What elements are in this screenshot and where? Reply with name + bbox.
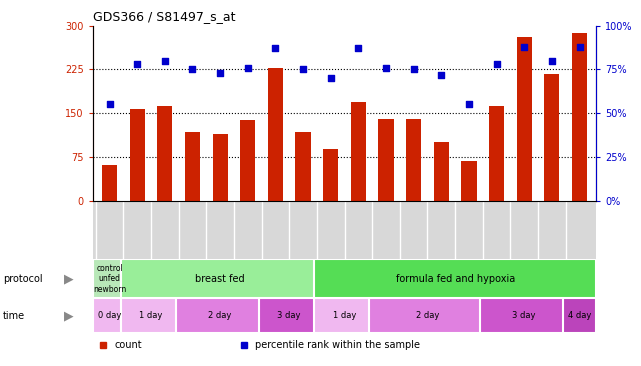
Text: 2 day: 2 day — [416, 311, 439, 320]
Text: protocol: protocol — [3, 274, 43, 284]
Point — [353, 45, 363, 51]
Text: control
unfed
newborn: control unfed newborn — [93, 264, 126, 294]
Bar — [378, 119, 394, 201]
Text: count: count — [114, 340, 142, 350]
Bar — [369, 298, 485, 333]
Point — [271, 45, 281, 51]
Text: percentile rank within the sample: percentile rank within the sample — [255, 340, 420, 350]
Point — [464, 101, 474, 107]
Text: 3 day: 3 day — [278, 311, 301, 320]
Bar — [93, 298, 126, 333]
Point — [519, 44, 529, 49]
Text: 4 day: 4 day — [568, 311, 591, 320]
Bar — [314, 298, 375, 333]
Text: 1 day: 1 day — [333, 311, 356, 320]
Bar — [480, 298, 569, 333]
Bar — [157, 106, 172, 201]
Bar — [185, 132, 200, 201]
Bar — [176, 298, 264, 333]
Point — [492, 61, 502, 67]
Bar — [121, 259, 320, 298]
Bar — [563, 298, 596, 333]
Bar — [434, 142, 449, 201]
Point — [132, 61, 142, 67]
Bar — [323, 149, 338, 201]
Bar — [406, 119, 421, 201]
Bar — [93, 259, 126, 298]
Bar — [517, 37, 532, 201]
Bar — [489, 106, 504, 201]
Bar — [213, 134, 228, 201]
Point — [436, 72, 446, 78]
Bar — [351, 101, 366, 201]
Text: time: time — [3, 311, 26, 321]
Bar — [462, 161, 476, 201]
Text: 3 day: 3 day — [513, 311, 536, 320]
Bar — [259, 298, 320, 333]
Text: 0 day: 0 day — [98, 311, 121, 320]
Bar — [296, 132, 311, 201]
Text: breast fed: breast fed — [196, 274, 245, 284]
Point — [408, 67, 419, 72]
Bar — [129, 109, 145, 201]
Bar — [121, 298, 181, 333]
Text: GDS366 / S81497_s_at: GDS366 / S81497_s_at — [93, 10, 235, 23]
Point — [187, 67, 197, 72]
Point — [381, 65, 391, 71]
Bar — [102, 165, 117, 201]
Text: ▶: ▶ — [64, 272, 74, 285]
Point — [215, 70, 225, 76]
Bar — [240, 120, 255, 201]
Point — [298, 67, 308, 72]
Point — [547, 58, 557, 64]
Point — [104, 101, 115, 107]
Bar — [314, 259, 596, 298]
Point — [574, 44, 585, 49]
Point — [160, 58, 170, 64]
Point — [243, 65, 253, 71]
Bar — [572, 33, 587, 201]
Text: formula fed and hypoxia: formula fed and hypoxia — [395, 274, 515, 284]
Text: ▶: ▶ — [64, 309, 74, 322]
Text: 2 day: 2 day — [208, 311, 232, 320]
Point — [326, 75, 336, 81]
Bar — [268, 68, 283, 201]
Bar — [544, 74, 560, 201]
Text: 1 day: 1 day — [139, 311, 163, 320]
